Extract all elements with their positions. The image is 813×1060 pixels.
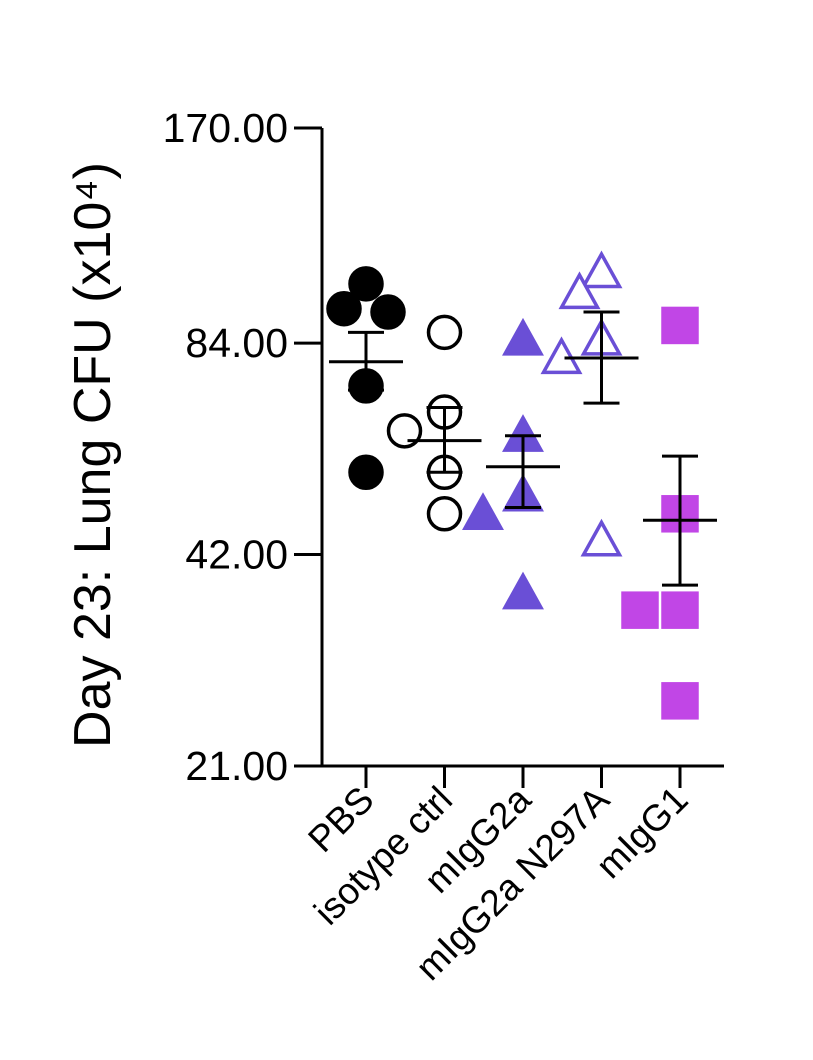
- y-tick-label: 21.00: [185, 743, 288, 789]
- error-bars: [329, 310, 717, 587]
- y-tick-label: 84.00: [185, 320, 288, 366]
- data-point: [426, 496, 463, 532]
- data-point: [661, 306, 699, 345]
- data-point: [426, 314, 463, 351]
- data-point: [580, 250, 623, 289]
- data-point: [502, 571, 544, 610]
- y-tick-label: 170.00: [163, 105, 288, 151]
- data-point: [661, 682, 699, 720]
- y-ticks: 170.00 84.00 42.00 21.00: [163, 105, 322, 789]
- data-point: [370, 294, 406, 330]
- y-axis-title: Day 23: Lung CFU (x10⁴): [64, 162, 122, 748]
- data-point: [661, 591, 699, 629]
- data-point: [348, 454, 384, 491]
- data-point: [348, 266, 384, 302]
- data-point: [540, 336, 583, 375]
- data-point: [580, 518, 623, 557]
- data-point: [386, 413, 423, 449]
- data-point: [621, 591, 659, 629]
- data-point: [326, 291, 362, 327]
- data-point: [558, 271, 601, 310]
- data-point: [462, 492, 504, 530]
- y-tick-label: 42.00: [185, 532, 288, 578]
- data-points: [326, 250, 699, 720]
- data-point: [502, 317, 544, 356]
